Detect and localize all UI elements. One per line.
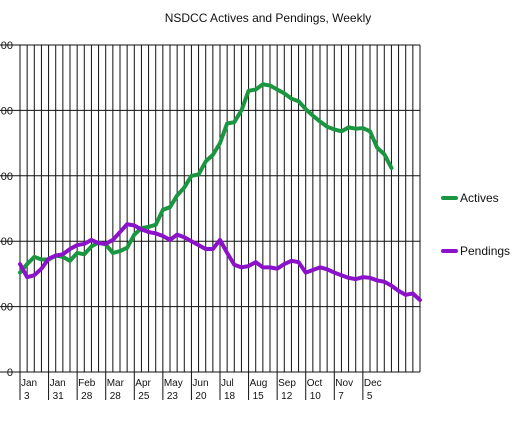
x-tick-label-month: Jan [50,378,66,389]
x-tick-label-month: Apr [135,378,151,389]
y-tick-label: 00 [1,236,13,248]
x-tick-label-month: Feb [78,378,96,389]
x-tick-label-month: Mar [107,378,125,389]
y-tick-label: 0 [7,367,13,379]
y-tick-label: 00 [1,105,13,117]
x-tick-label-month: Jun [192,378,208,389]
series-line-actives [18,82,394,275]
x-tick-label-month: Oct [307,378,323,389]
legend[interactable]: Actives Pendings [441,191,510,258]
x-tick-label-month: Jul [221,378,234,389]
legend-label-actives: Actives [460,191,499,205]
x-tick-label-day: 28 [110,391,122,402]
x-tick-label-day: 7 [338,391,344,402]
legend-label-pendings: Pendings [460,244,510,258]
x-tick-label-day: 20 [195,391,207,402]
x-tick-label-month: Sep [278,378,296,389]
x-tick-label-day: 18 [224,391,236,402]
y-tick-label: 00 [1,171,13,183]
x-tick-label-month: Nov [335,378,353,389]
x-tick-label-month: May [164,378,183,389]
x-tick-label-day: 28 [81,391,93,402]
x-axis-ticks: Jan 3 Jan 31 Feb 28 Mar 28 Apr 25 May 23 Jun 20 Jul 18 A… [19,372,382,402]
x-tick-label-day: 23 [167,391,179,402]
x-tick-label-month: Aug [250,378,268,389]
grid [0,44,421,373]
x-tick-label-day: 10 [310,391,322,402]
series-group [18,82,422,303]
x-tick-label-day: 31 [53,391,65,402]
x-tick-label-day: 5 [367,391,373,402]
x-tick-label-day: 25 [138,391,150,402]
x-tick-label-day: 15 [253,391,265,402]
y-tick-label: 00 [1,302,13,314]
chart-title: NSDCC Actives and Pendings, Weekly [165,11,372,25]
x-tick-label-month: Jan [21,378,37,389]
series-line-pendings [18,222,422,303]
x-tick-label-day: 3 [24,391,30,402]
x-tick-label-day: 12 [281,391,293,402]
y-tick-label: 00 [1,40,13,52]
x-tick-label-month: Dec [364,378,382,389]
